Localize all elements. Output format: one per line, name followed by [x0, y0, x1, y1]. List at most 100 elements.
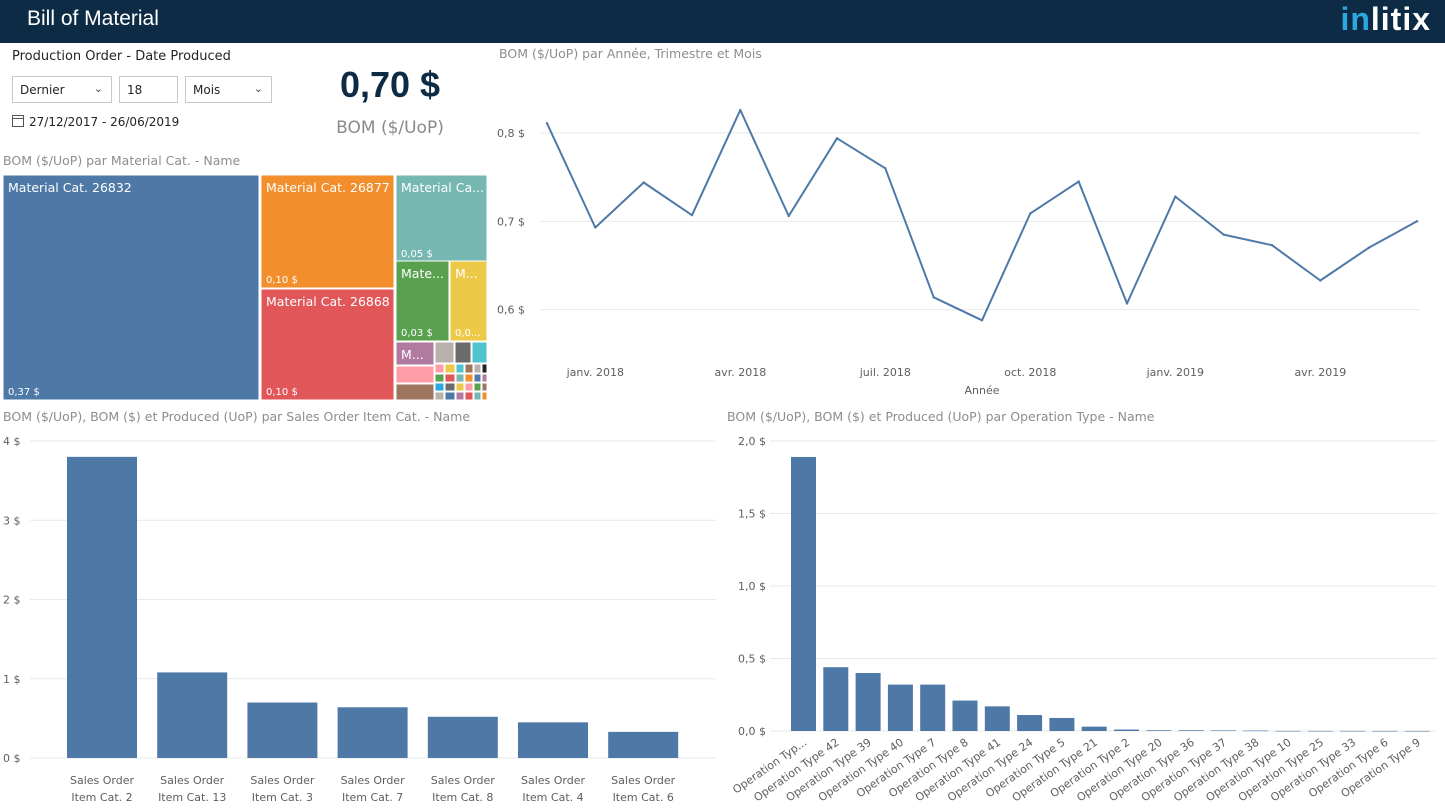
treemap-tile-rect[interactable] — [2, 174, 260, 401]
treemap-mini-tile[interactable] — [444, 391, 456, 401]
sales-bar-chart[interactable]: 0 $ 1 $ 2 $ 3 $ 4 $ Sales Order Item Cat. 2 Sal… — [0, 428, 722, 810]
operation-bar[interactable] — [1307, 730, 1333, 732]
treemap-tile-rect[interactable] — [395, 365, 435, 384]
operation-bar[interactable] — [855, 673, 881, 731]
treemap-mini-tile[interactable] — [455, 391, 465, 401]
treemap-tile[interactable]: M... — [395, 341, 435, 366]
treemap-tile[interactable]: Mate... 0,03 $ — [395, 260, 450, 342]
line-point[interactable] — [1029, 212, 1032, 215]
treemap-mini-tile[interactable] — [434, 373, 445, 383]
treemap-tile[interactable]: Material Cat. 26832 0,37 $ — [2, 174, 260, 401]
line-point[interactable] — [1319, 279, 1322, 282]
treemap-mini-tile[interactable] — [464, 363, 474, 374]
line-point[interactable] — [1174, 195, 1177, 198]
treemap-tile[interactable] — [454, 341, 472, 364]
treemap-tile-rect[interactable] — [434, 341, 455, 364]
line-series[interactable] — [546, 109, 1418, 322]
treemap-mini-tile[interactable] — [473, 382, 482, 392]
operation-bar[interactable] — [791, 456, 816, 731]
sales-bar[interactable] — [67, 456, 137, 758]
operation-bar[interactable] — [984, 706, 1010, 731]
operation-bar[interactable] — [1243, 730, 1269, 732]
treemap-mini-tile[interactable] — [455, 382, 465, 392]
treemap-mini-tile[interactable] — [434, 391, 445, 401]
line-point[interactable] — [884, 167, 887, 170]
line-point[interactable] — [1270, 243, 1274, 247]
treemap-mini-tile[interactable] — [481, 391, 488, 401]
line-point[interactable] — [1125, 302, 1129, 305]
line-point[interactable] — [932, 296, 935, 299]
operation-bar[interactable] — [1340, 730, 1366, 732]
treemap-mini-tile[interactable] — [473, 363, 482, 374]
treemap-tile[interactable]: Material Ca... 0,05 $ — [395, 174, 488, 263]
treemap-tile-rect[interactable] — [471, 341, 488, 364]
treemap-mini-tile[interactable] — [444, 363, 456, 374]
treemap-tile-rect[interactable] — [395, 383, 435, 401]
treemap-mini-tile[interactable] — [481, 382, 488, 392]
treemap-tile-rect[interactable] — [454, 341, 472, 364]
sales-bar[interactable] — [518, 722, 588, 758]
line-point[interactable] — [545, 122, 549, 125]
sales-bar[interactable] — [247, 702, 318, 758]
line-point[interactable] — [1222, 233, 1225, 236]
treemap-mini-tile[interactable] — [444, 373, 456, 383]
line-point[interactable] — [642, 181, 645, 184]
treemap-tile[interactable]: M... 0,0... — [449, 260, 488, 342]
operation-bar[interactable] — [1404, 730, 1430, 732]
treemap-tile[interactable]: Material Cat. 26868 0,10 $ — [260, 288, 395, 401]
line-chart[interactable]: 0,6 $ 0,7 $ 0,8 $ janv. 2018 avr. 2018 juil. … — [495, 70, 1440, 405]
period-mode-dropdown[interactable]: Dernier ⌄ — [12, 76, 112, 103]
treemap-tile[interactable]: Material Cat. 26877 0,10 $ — [260, 174, 395, 289]
line-point[interactable] — [690, 213, 694, 217]
line-point[interactable] — [1077, 180, 1080, 183]
treemap-tile-rect[interactable] — [260, 174, 395, 289]
line-point[interactable] — [1415, 220, 1419, 223]
line-point[interactable] — [835, 137, 839, 140]
treemap-mini-tile[interactable] — [473, 373, 482, 383]
operation-bar[interactable] — [1114, 729, 1139, 731]
treemap-tile-rect[interactable] — [449, 260, 488, 342]
line-point[interactable] — [1367, 246, 1370, 250]
operation-bar[interactable] — [920, 684, 946, 731]
treemap-mini-tile[interactable] — [464, 382, 474, 392]
operation-bar[interactable] — [952, 700, 978, 731]
period-count-input[interactable]: 18 — [119, 76, 178, 103]
operation-bar[interactable] — [1178, 730, 1204, 731]
operation-bar[interactable] — [823, 667, 849, 731]
treemap-tile-rect[interactable] — [395, 260, 450, 342]
operation-bar[interactable] — [1049, 717, 1075, 731]
treemap-mini-tile[interactable] — [434, 382, 445, 392]
treemap-tile[interactable] — [395, 365, 435, 384]
operation-bar[interactable] — [1017, 715, 1043, 731]
operation-bar[interactable] — [1275, 730, 1301, 732]
period-unit-dropdown[interactable]: Mois ⌄ — [185, 76, 272, 103]
sales-bar[interactable] — [427, 716, 498, 758]
treemap-mini-tile[interactable] — [464, 391, 474, 401]
line-point[interactable] — [980, 319, 984, 322]
operation-bar[interactable] — [1210, 730, 1236, 732]
treemap-tile-rect[interactable] — [395, 174, 488, 263]
operation-bar[interactable] — [887, 684, 913, 731]
line-point[interactable] — [739, 108, 742, 112]
treemap-mini-tile[interactable] — [481, 373, 488, 383]
treemap-mini-tile[interactable] — [455, 363, 465, 374]
treemap-mini-tile[interactable] — [473, 391, 482, 401]
sales-bar[interactable] — [157, 672, 228, 758]
treemap-mini-tile[interactable] — [444, 382, 456, 392]
treemap-mini-tile[interactable] — [434, 363, 445, 374]
sales-bar[interactable] — [337, 707, 408, 758]
treemap-tile[interactable] — [434, 341, 455, 364]
treemap-mini-tile[interactable] — [455, 373, 465, 383]
treemap-tile-rect[interactable] — [260, 288, 395, 401]
treemap-mini-tile[interactable] — [464, 373, 474, 383]
treemap-tile[interactable] — [471, 341, 488, 364]
line-point[interactable] — [594, 226, 597, 229]
sales-bar[interactable] — [608, 731, 679, 758]
operation-bar-chart[interactable]: 0,0 $0,5 $1,0 $1,5 $2,0 $Operation Typ..… — [722, 428, 1445, 810]
operation-bar[interactable] — [1146, 730, 1172, 731]
treemap-mini-tile[interactable] — [481, 363, 488, 374]
operation-bar[interactable] — [1372, 730, 1398, 732]
date-range[interactable]: 27/12/2017 - 26/06/2019 — [12, 115, 179, 129]
treemap-tile-rect[interactable] — [395, 341, 435, 366]
